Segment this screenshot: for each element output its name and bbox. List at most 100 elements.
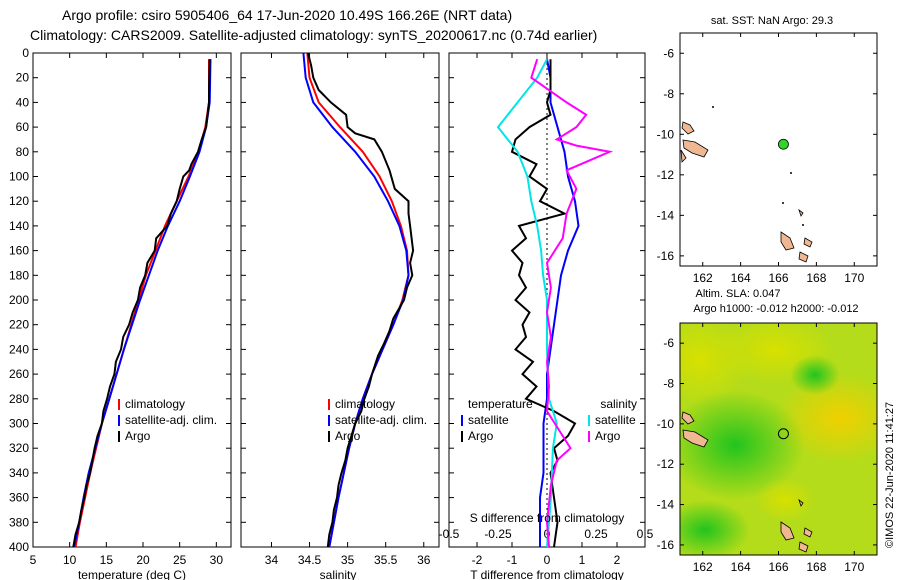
island-small-1 [680,149,687,163]
depth-tick-label: 0 [22,46,29,60]
series-satellite-adj-clim- [73,59,212,548]
lat-tick-label: -6 [663,336,674,350]
temperature-legend: climatology satellite-adj. clim. Argo [118,397,217,443]
x-tick-label: 30 [210,553,224,567]
argo-float-marker [778,138,789,150]
sla-low-southwest [680,500,750,555]
sla-low-centre [680,390,805,500]
depth-tick-label: 340 [9,466,29,480]
depth-tick-label: 360 [9,491,29,505]
lat-tick-label: -12 [657,168,675,182]
island-small-2 [803,527,813,538]
depth-tick-label: 140 [9,219,29,233]
island-malekula [682,139,709,158]
argo-float-marker [777,428,789,440]
legend-argo-label: Argo [125,429,151,443]
x-tick-label: 5 [30,553,37,567]
x-tick-label: 34 [265,553,279,567]
sst-map-title: sat. SST: NaN Argo: 29.3 [711,15,833,27]
legend-salinity-title: salinity [600,397,637,411]
x-tick-label: 1 [579,553,586,567]
x-tick-label: 2 [614,553,621,567]
island-small-4 [798,498,804,507]
t-difference-xlabel: T difference from climatology [470,568,624,580]
depth-tick-label: 20 [16,71,30,85]
island-small-3 [798,541,809,553]
salinity-panel: 34 34.5 35 35.5 36 salinity climatology sate… [240,52,440,580]
lon-tick-label: 166 [768,271,788,285]
sst-latitude-axis: -6 -8 -10 -12 -14 -16 [657,46,877,263]
s-diff-tick-label: -0.25 [484,527,512,541]
islet-1 [712,106,714,108]
lat-tick-label: -16 [657,538,675,552]
legend-climatology-label: climatology [335,397,395,411]
difference-profiles [496,53,614,548]
temperature-panel: 0 20 40 60 80 100 120 140 160 180 200 220 240 260 280 3… [9,46,232,580]
depth-tick-label: 380 [9,515,29,529]
depth-tick-label: 120 [9,194,29,208]
x-tick-label: 10 [63,553,77,567]
legend-satellite-label: satellite-adj. clim. [335,413,427,427]
lon-tick-label: 164 [731,271,751,285]
island-small-3 [798,251,809,263]
lat-tick-label: -12 [657,457,675,471]
island-small-4 [798,208,804,217]
legend-satellite-label: satellite-adj. clim. [125,413,217,427]
s-diff-tick-label: 0.5 [637,527,654,541]
difference-legend: temperature satellite Argo salinity sate… [461,397,637,443]
island-efate [780,521,795,541]
difference-panel: -2 -1 0 1 2 -0.5 -0.25 0 0.25 0.5 T difference f… [439,52,654,580]
legend-s-argo-label: Argo [595,429,621,443]
sst-map-frame [679,32,878,267]
depth-tick-label: 100 [9,170,29,184]
lon-tick-label: 162 [693,560,713,574]
x-tick-label: 35.5 [374,553,398,567]
legend-temperature-title: temperature [468,397,533,411]
lon-tick-label: 166 [768,560,788,574]
sla-land-islands [681,411,813,553]
lat-tick-label: -14 [657,498,675,512]
depth-axis: 0 20 40 60 80 100 120 140 160 180 200 220 240 260 280 3… [9,46,231,554]
sst-longitude-axis: 162 164 166 168 170 [693,33,865,285]
depth-tick-label: 40 [16,95,30,109]
legend-t-satellite-label: satellite [468,413,509,427]
series-t-argo [510,59,577,548]
depth-tick-label: 300 [9,417,29,431]
legend-t-argo-label: Argo [468,429,494,443]
sla-field [680,323,877,555]
x-tick-label: 20 [136,553,150,567]
depth-tick-label: 400 [9,540,29,554]
lat-tick-label: -10 [657,417,675,431]
s-diff-tick-label: -0.5 [439,527,460,541]
temperature-xlabel: temperature (deg C) [78,568,186,580]
legend-argo-label: Argo [335,429,361,443]
depth-tick-label: 60 [16,120,30,134]
lat-tick-label: -6 [663,46,674,60]
series-argo [307,52,415,548]
legend-s-satellite-label: satellite [595,413,636,427]
lon-tick-label: 168 [806,560,826,574]
series-t-satellite [539,59,580,547]
x-tick-label: -2 [472,553,483,567]
depth-tick-label: 320 [9,441,29,455]
sla-map-panel: Altim. SLA: 0.047 Argo h1000: -0.012 h20… [657,288,878,574]
island-efate [780,231,795,251]
temperature-axes-frame [32,52,232,548]
temperature-axis: 5 10 15 20 25 30 [30,53,224,567]
title-line-2: Climatology: CARS2009. Satellite-adjuste… [30,27,597,43]
x-tick-label: 35 [341,553,355,567]
sla-map-title: Altim. SLA: 0.047 [696,288,781,300]
depth-tick-label: 180 [9,268,29,282]
salinity-profiles [302,52,415,548]
lat-tick-label: -14 [657,208,675,222]
x-tick-label: 0 [544,553,551,567]
depth-tick-label: 160 [9,244,29,258]
x-tick-label: 36 [417,553,431,567]
s-diff-tick-label: 0.25 [584,527,608,541]
lon-tick-label: 170 [844,271,864,285]
title-line-1: Argo profile: csiro 5905406_64 17-Jun-20… [62,7,512,23]
sst-land-islands [680,106,813,263]
t-difference-axis: -2 -1 0 1 2 [449,52,645,567]
x-tick-label: -1 [507,553,518,567]
lat-tick-label: -8 [663,87,674,101]
